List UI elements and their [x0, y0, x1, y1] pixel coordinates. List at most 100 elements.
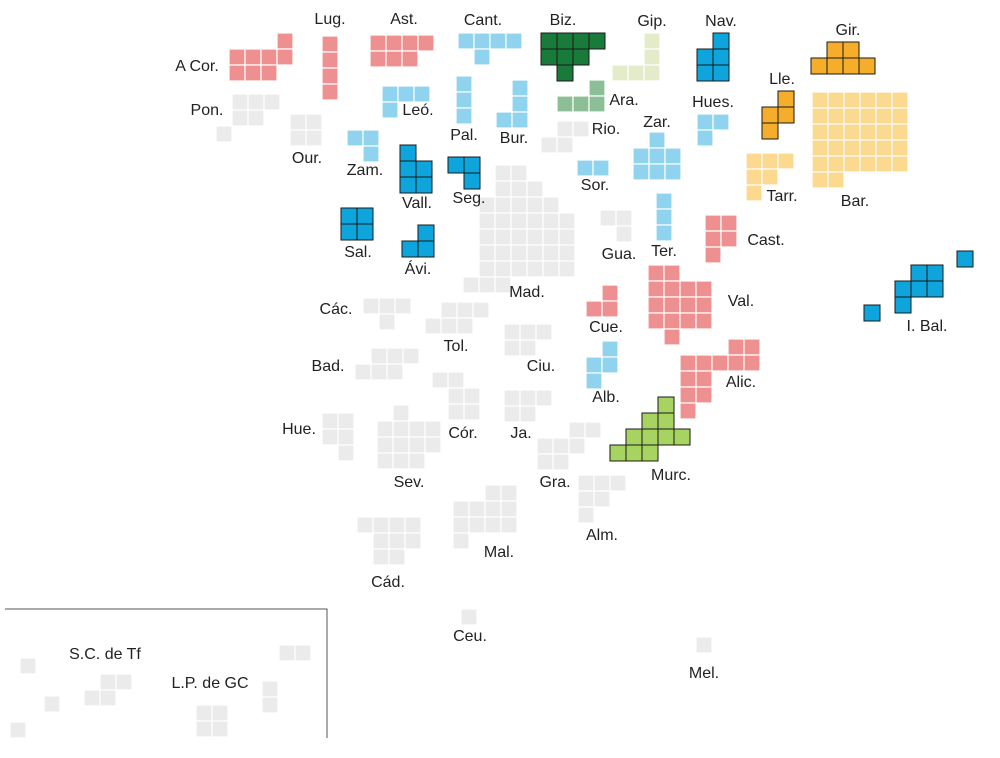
seat-tile-cor: [463, 387, 481, 405]
seat-tile-cast: [720, 214, 738, 232]
seat-tile-vall: [399, 176, 417, 194]
seat-tile-mad: [462, 276, 480, 294]
province-label-bur: Bur.: [500, 130, 528, 147]
seat-tile-val: [647, 280, 665, 298]
seat-tile-sev: [376, 436, 394, 454]
seat-tile-bur: [511, 111, 529, 129]
seat-tile-zam: [362, 145, 380, 163]
seat-tile-zam: [362, 129, 380, 147]
seat-tile-l-p-de-gc: [261, 696, 279, 714]
seat-tile-bar: [859, 107, 877, 125]
province-label-cor: Cór.: [448, 425, 477, 442]
seat-tile-our: [289, 129, 307, 147]
seat-tile-val: [695, 280, 713, 298]
seat-tile-alic: [727, 354, 745, 372]
seat-tile-val: [695, 296, 713, 314]
seat-tile-leo: [381, 85, 399, 103]
seat-tile-mad: [510, 212, 528, 230]
province-a-cor: [228, 32, 294, 82]
seat-tile-bar: [811, 107, 829, 125]
seat-tile-cant: [489, 32, 507, 50]
seat-tile-tol: [472, 301, 490, 319]
province-alic: [679, 338, 761, 420]
seat-tile-murc: [625, 444, 643, 462]
seat-tile-biz: [540, 32, 558, 50]
seat-tile-ast: [401, 50, 419, 68]
province-ast: [369, 34, 435, 68]
province-label-sal: Sal.: [344, 244, 372, 261]
province-alb: [585, 340, 619, 390]
seat-tile-tarr: [777, 152, 795, 170]
seat-tile-val: [663, 264, 681, 282]
seat-tile-val: [663, 296, 681, 314]
seat-tile-cant: [473, 48, 491, 66]
seat-tile-cor: [447, 387, 465, 405]
seat-tile-bar: [875, 107, 893, 125]
seat-tile-mad: [526, 180, 544, 198]
seat-tile-mad: [558, 244, 576, 262]
seat-tile-i-bal: [910, 264, 928, 282]
province-label-bar: Bar.: [841, 193, 869, 210]
seat-tile-vall: [399, 144, 417, 162]
province-label-ter: Ter.: [651, 243, 677, 260]
seat-tile-gip: [611, 64, 629, 82]
seat-tile-sev: [392, 404, 410, 422]
seat-tile-val: [663, 328, 681, 346]
seat-tile-val: [647, 264, 665, 282]
province-ter: [655, 192, 673, 242]
seat-tile-mad: [494, 260, 512, 278]
seat-tile-pon: [231, 93, 249, 111]
seat-tile-bur: [495, 111, 513, 129]
seat-tile-ja: [503, 405, 521, 423]
seat-tile-mad: [542, 228, 560, 246]
seat-tile-ja: [535, 389, 553, 407]
seat-tile-zar: [648, 131, 666, 149]
seat-tile-hue: [337, 444, 355, 462]
seat-tile-zar: [632, 147, 650, 165]
seat-tile-bar: [859, 91, 877, 109]
seat-tile-cad: [388, 516, 406, 534]
seat-tile-cast: [704, 230, 722, 248]
seat-tile-murc: [657, 412, 675, 430]
province-label-gra: Gra.: [539, 474, 570, 491]
seat-tile-sev: [392, 452, 410, 470]
seat-tile-bad: [370, 363, 388, 381]
seat-tile-pon: [263, 93, 281, 111]
province-label-cue: Cue.: [589, 319, 623, 336]
seat-tile-cue: [601, 284, 619, 302]
province-label-sor: Sor.: [581, 177, 609, 194]
seat-tile-sal: [340, 223, 358, 241]
seat-tile-tarr: [745, 152, 763, 170]
seat-tile-lug: [321, 35, 339, 53]
seat-tile-ast: [417, 34, 435, 52]
province-seg: [447, 156, 481, 190]
seat-tile-cad: [404, 532, 422, 550]
seat-tile-pon: [247, 93, 265, 111]
seat-tile-mad: [494, 212, 512, 230]
seat-tile-mad: [510, 164, 528, 182]
seat-tile-mad: [494, 228, 512, 246]
seat-tile-gir: [810, 57, 828, 75]
seat-tile-rio: [556, 120, 574, 138]
seat-tile-cor: [447, 371, 465, 389]
seat-tile-murc: [625, 428, 643, 446]
seat-tile-sev: [408, 420, 426, 438]
province-label-murc: Murc.: [651, 467, 691, 484]
province-label-alic: Alic.: [726, 374, 756, 391]
province-label-s-c-de-tf: S.C. de Tf: [69, 646, 141, 663]
seat-tile-pal: [455, 91, 473, 109]
seat-tile-sal: [356, 207, 374, 225]
seat-tile-murc: [641, 444, 659, 462]
province-sor: [576, 159, 610, 177]
seat-tile-cad: [388, 548, 406, 566]
seat-tile-nav: [712, 64, 730, 82]
seat-tile-mad: [558, 260, 576, 278]
seat-tile-mal: [468, 516, 486, 534]
seat-tile-ara: [588, 79, 606, 97]
seat-tile-bar: [827, 107, 845, 125]
province-murc: [609, 396, 691, 462]
province-label-gir: Gir.: [836, 22, 861, 39]
province-cue: [585, 284, 619, 318]
seat-tile-tarr: [745, 168, 763, 186]
seat-tile-pal: [455, 107, 473, 125]
